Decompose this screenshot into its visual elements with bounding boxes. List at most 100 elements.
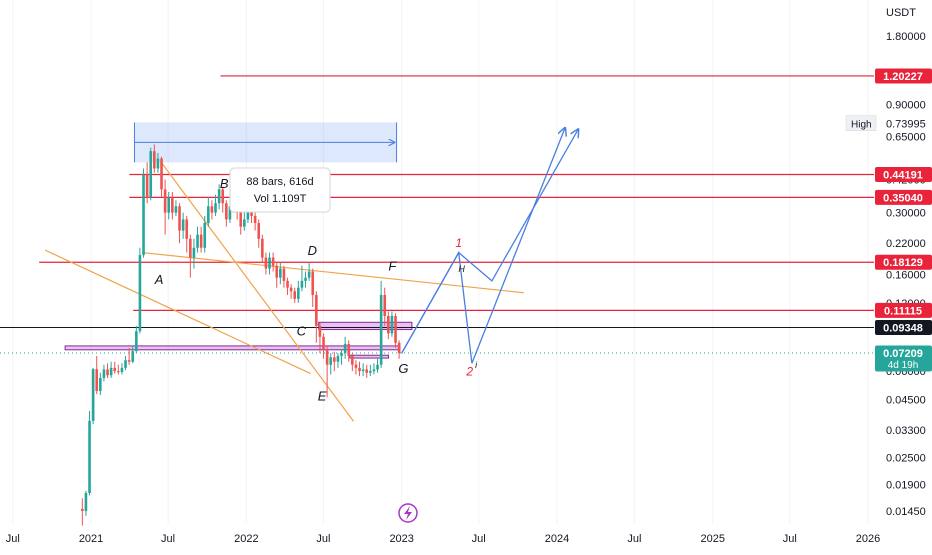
x-tick-label: 2026 <box>856 533 880 545</box>
candle-body <box>379 294 383 365</box>
x-tick-label: Jul <box>472 533 486 545</box>
candle-body <box>127 360 131 362</box>
y-tick-label: 0.90000 <box>886 99 926 111</box>
y-tick-label: 1.80000 <box>886 31 926 43</box>
price-badge-value: 0.09348 <box>883 322 923 334</box>
candle-body <box>167 197 171 213</box>
candle-body <box>307 271 311 278</box>
candle-body <box>214 203 217 213</box>
y-tick-label: 0.01450 <box>886 506 926 518</box>
lightning-icon <box>398 503 418 523</box>
candle-body <box>106 369 109 376</box>
candle-body <box>333 357 336 362</box>
candle-body <box>153 151 156 169</box>
candle-body <box>81 508 84 511</box>
candle-body <box>369 371 372 373</box>
candle-body <box>84 492 88 511</box>
y-tick-label: 0.01900 <box>886 479 926 491</box>
measure-tooltip-volume: Vol 1.109T <box>254 193 307 205</box>
y-tick-label: 0.30000 <box>886 208 926 220</box>
candle-body <box>275 265 279 278</box>
candle-body <box>207 206 210 224</box>
candle-body <box>351 355 354 365</box>
price-badge <box>875 345 932 372</box>
x-tick-label: Jul <box>316 533 330 545</box>
candle-body <box>372 369 376 372</box>
lightning-icon-bolt <box>404 506 412 520</box>
wave-label: F <box>388 258 397 273</box>
candle-body <box>91 369 95 421</box>
candle-body <box>199 234 203 248</box>
candle-body <box>279 268 282 278</box>
candle-body <box>329 357 333 365</box>
y-tick-label: 0.03300 <box>886 425 926 437</box>
y-tick-label: 0.02500 <box>886 452 926 464</box>
x-tick-label: Jul <box>161 533 175 545</box>
price-badge-value: 0.35040 <box>883 192 923 204</box>
y-tick-label: 0.65000 <box>886 132 926 144</box>
measure-tooltip <box>229 167 331 213</box>
candle-body <box>88 420 91 493</box>
candle-body <box>196 234 199 248</box>
candle-body <box>160 158 163 190</box>
candle-body <box>387 316 390 334</box>
y-tick-label: 0.16000 <box>886 270 926 282</box>
candle-body <box>264 257 268 269</box>
x-tick-label: 2021 <box>79 533 103 545</box>
candle-body <box>192 247 196 258</box>
candle-body <box>318 325 322 337</box>
candle-body <box>271 257 275 266</box>
candle-body <box>304 277 307 281</box>
candle-body <box>289 287 293 292</box>
candle-body <box>394 316 397 343</box>
wave-label: C <box>297 324 307 339</box>
wave-label: H <box>458 264 465 274</box>
measure-tooltip-bars: 88 bars, 616d <box>246 176 313 188</box>
candle-body <box>340 353 343 356</box>
candle-body <box>210 206 214 213</box>
wave-label: B <box>220 176 229 191</box>
candle-body <box>120 367 124 372</box>
x-tick-label: 2024 <box>545 533 569 545</box>
candle-body <box>358 367 361 372</box>
wave-label: G <box>398 361 408 376</box>
candle-body <box>347 344 351 356</box>
candle-body <box>171 197 174 213</box>
price-badge <box>875 68 932 84</box>
x-tick-label: Jul <box>783 533 797 545</box>
candle-body <box>185 219 189 239</box>
candle-body <box>181 219 185 231</box>
support-zone <box>318 321 413 331</box>
price-badge-value: 0.11115 <box>884 305 922 317</box>
candle-body <box>145 174 149 198</box>
candle-body <box>286 280 289 288</box>
candle-body <box>383 294 387 317</box>
trend-line <box>142 251 524 294</box>
candle-body <box>135 331 138 352</box>
candle-body <box>253 215 257 224</box>
wave-label: E <box>318 389 327 404</box>
candle-body <box>311 271 315 295</box>
trend-line <box>160 161 355 422</box>
candle-body <box>390 316 394 334</box>
price-badge-value: 0.07209 <box>883 348 923 360</box>
candle-body <box>300 280 304 288</box>
candle-body <box>163 189 167 213</box>
wave-label: 1 <box>455 236 462 250</box>
candle-body <box>239 212 243 227</box>
candle-body <box>124 360 127 368</box>
candle-body <box>203 223 207 248</box>
candle-body <box>142 174 145 256</box>
price-badge <box>875 319 932 335</box>
wave-label: 2 <box>465 364 473 378</box>
wave-label: i <box>475 360 478 370</box>
candle-body <box>178 206 181 231</box>
candle-body <box>109 367 113 376</box>
price-badge-value: 0.18129 <box>883 257 923 269</box>
candle-body <box>131 351 135 362</box>
x-tick-label: 2023 <box>389 533 413 545</box>
candle-body <box>268 257 271 269</box>
candle-body <box>117 371 120 373</box>
